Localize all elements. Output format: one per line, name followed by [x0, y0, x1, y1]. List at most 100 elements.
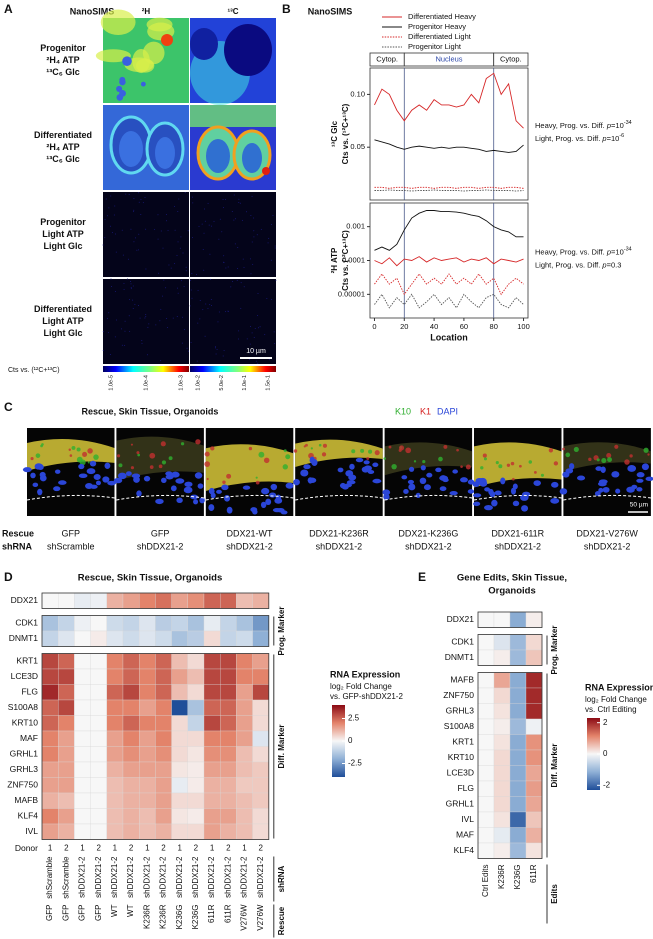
image-speck: [266, 297, 268, 299]
rescue-label: GFP: [151, 528, 170, 538]
heat-cell: [106, 592, 124, 609]
nucleus: [58, 480, 67, 485]
image-background: [384, 428, 473, 516]
heat-cell: [139, 792, 156, 809]
image-dot: [262, 167, 270, 175]
heat-cell: [187, 808, 205, 825]
colorbar: [103, 366, 189, 372]
x-tick-label: 80: [490, 322, 498, 331]
image-speck: [253, 236, 255, 238]
stained-dot: [510, 461, 515, 466]
panel-letter: A: [4, 2, 13, 16]
heat-cell: [171, 761, 188, 778]
image-speck: [162, 247, 164, 249]
row-label: Light Glc: [44, 328, 83, 338]
nucleus: [636, 478, 644, 483]
image-speck: [163, 279, 165, 281]
image-speck: [251, 332, 253, 334]
row-label: MAF: [456, 830, 474, 840]
colorbar-tick-label: 0: [348, 736, 353, 745]
nucleus: [407, 479, 415, 485]
image-background: [190, 192, 276, 277]
heat-cell: [122, 746, 140, 763]
row-label: KRT10: [448, 752, 475, 762]
heat-cell: [58, 746, 75, 763]
axis-group-label: Rescue: [277, 906, 286, 935]
heat-cell: [74, 808, 91, 825]
stained-dot: [540, 473, 544, 477]
image-speck: [238, 330, 240, 332]
image-speck: [157, 214, 159, 216]
image-speck: [199, 300, 201, 302]
chart-title: Gene Edits, Skin Tissue,: [457, 573, 567, 584]
heat-cell: [477, 611, 495, 628]
donor-label: 1: [242, 844, 247, 853]
colorbar-subtitle: log₂ Fold Change: [585, 695, 647, 704]
annotation-part: Light, Prog. vs. Diff.: [535, 134, 602, 143]
heat-cell: [155, 592, 172, 609]
image-speck: [160, 230, 162, 232]
image-nucleus: [242, 143, 262, 173]
image-speck: [222, 198, 224, 200]
stained-dot: [456, 448, 459, 452]
image-speck: [109, 354, 111, 356]
heat-cell: [106, 668, 124, 685]
heat-cell: [41, 653, 59, 670]
series-line: [374, 189, 524, 192]
column-label: K236R: [159, 904, 168, 929]
image-speck: [246, 211, 248, 213]
heat-cell: [509, 634, 527, 651]
heat-cell: [139, 699, 156, 716]
image-speck: [167, 326, 169, 328]
nucleus: [500, 477, 506, 485]
colorbar: [587, 718, 600, 790]
row-label: MAFB: [450, 675, 474, 685]
heat-cell: [236, 730, 253, 747]
stained-dot: [30, 457, 34, 461]
image-speck: [130, 228, 132, 230]
column-label: WT: [126, 904, 135, 917]
region-box: [493, 52, 529, 67]
image-speck: [209, 304, 211, 306]
nucleus: [208, 504, 215, 511]
heat-cell: [236, 615, 253, 632]
panel-title: Rescue, Skin Tissue, Organoids: [82, 406, 219, 416]
image-speck: [196, 360, 198, 362]
image-speck: [272, 214, 274, 216]
stained-dot: [366, 456, 370, 460]
column-label: V276W: [240, 904, 249, 931]
nucleus: [216, 489, 222, 494]
stained-dot: [443, 444, 448, 449]
rescue-label: DDX21-V276W: [576, 528, 638, 538]
image-speck: [211, 225, 213, 227]
image-speck: [238, 198, 240, 200]
heat-cell: [252, 615, 269, 632]
column-label: shDDX21-2: [142, 856, 151, 898]
image-speck: [242, 258, 244, 260]
heat-cell: [493, 811, 511, 828]
stained-dot: [35, 453, 41, 458]
heat-cell: [155, 777, 172, 794]
image-patch: [190, 105, 276, 127]
image-nucleus: [224, 24, 272, 76]
heat-cell: [41, 715, 59, 732]
image-speck: [184, 192, 186, 194]
group-frame: [477, 672, 543, 859]
image-speck: [270, 259, 272, 261]
heat-cell: [236, 592, 253, 609]
stained-dot: [137, 453, 141, 457]
row-label: GRHL3: [446, 706, 475, 716]
image-speck: [201, 223, 203, 225]
row-label: Progenitor: [40, 217, 86, 227]
column-label: GFP: [78, 905, 87, 921]
image-speck: [252, 263, 254, 265]
image-speck: [181, 342, 183, 344]
heat-cell: [220, 746, 237, 763]
column-label: V276W: [256, 904, 265, 931]
stained-dot: [293, 449, 298, 453]
nucleus: [190, 494, 199, 500]
heat-cell: [74, 777, 91, 794]
heat-cell: [477, 749, 495, 766]
nucleus: [594, 490, 601, 497]
nucleus: [415, 492, 421, 498]
